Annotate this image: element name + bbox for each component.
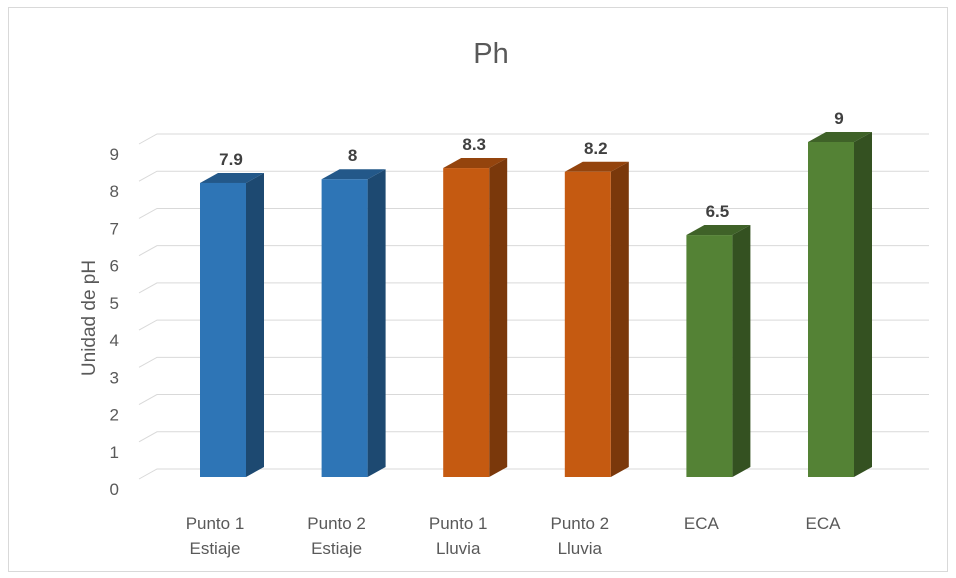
category-label: Punto 1 Estiaje	[186, 514, 245, 558]
bar-side	[489, 158, 508, 478]
gridline	[138, 431, 929, 443]
category-label: ECA	[684, 514, 720, 533]
bar-side	[246, 172, 264, 477]
bar-side	[732, 225, 751, 477]
gridline	[138, 170, 929, 182]
bar-front	[443, 168, 490, 478]
y-tick-label: 6	[110, 257, 119, 276]
gridline	[138, 468, 929, 480]
category-label: Punto 2 Lluvia	[550, 514, 609, 558]
data-label: 7.9	[219, 150, 243, 169]
bar	[443, 158, 508, 478]
y-tick-label: 1	[110, 443, 119, 462]
data-label: 9	[834, 109, 843, 128]
y-axis-title: Unidad de pH	[79, 260, 100, 376]
bar-side	[610, 161, 629, 477]
bar-top	[808, 132, 872, 142]
bar	[200, 172, 264, 477]
y-tick-label: 9	[110, 145, 119, 164]
bars	[200, 132, 872, 478]
bar-top	[321, 169, 386, 180]
bar-front	[564, 171, 611, 477]
bar-front	[200, 182, 246, 477]
bar-chart: Ph Unidad de pH 0 1 2 3 4 5 6 7 8 9 7.9 8 8.3 8.2 6.5…	[79, 38, 929, 558]
data-labels: 7.9 8 8.3 8.2 6.5 9	[219, 109, 844, 221]
chart-area: Ph Unidad de pH 0 1 2 3 4 5 6 7 8 9 7.9 8 8.3 8.2 6.5…	[8, 7, 948, 572]
data-label: 6.5	[706, 202, 730, 221]
gridline	[138, 245, 929, 257]
data-label: 8.3	[462, 135, 486, 154]
x-axis-categories: Punto 1 Estiaje Punto 2 Estiaje Punto 1 Lluvi…	[186, 514, 841, 558]
category-label: Punto 2 Estiaje	[307, 514, 366, 558]
y-tick-label: 3	[110, 368, 119, 387]
y-tick-label: 8	[110, 182, 119, 201]
bar	[564, 161, 629, 477]
y-tick-label: 4	[110, 331, 119, 350]
bar	[808, 132, 872, 477]
y-tick-label: 2	[110, 406, 119, 425]
y-tick-label: 5	[110, 294, 119, 313]
bar-top	[686, 225, 751, 236]
y-axis-ticks: 0 1 2 3 4 5 6 7 8 9	[110, 145, 119, 499]
bar-top	[443, 158, 508, 169]
bar-front	[808, 142, 854, 477]
bar	[321, 169, 386, 477]
bar-side	[367, 169, 386, 477]
bar-top	[200, 172, 264, 183]
bar-side	[854, 132, 872, 477]
chart-title: Ph	[473, 38, 508, 70]
data-label: 8.2	[584, 139, 608, 158]
gridline	[138, 133, 929, 145]
gridline	[138, 319, 929, 331]
category-label: Punto 1 Lluvia	[429, 514, 488, 558]
bar-front	[686, 235, 733, 477]
gridline	[138, 356, 929, 368]
gridline	[138, 207, 929, 219]
data-label: 8	[348, 146, 357, 165]
y-tick-label: 7	[110, 219, 119, 238]
category-label: ECA	[806, 514, 842, 533]
gridlines	[138, 133, 929, 480]
bar-top	[564, 161, 629, 172]
gridline	[138, 394, 929, 405]
bar	[686, 225, 751, 477]
bar-front	[321, 179, 368, 477]
gridline	[138, 282, 929, 294]
y-tick-label: 0	[110, 480, 119, 499]
